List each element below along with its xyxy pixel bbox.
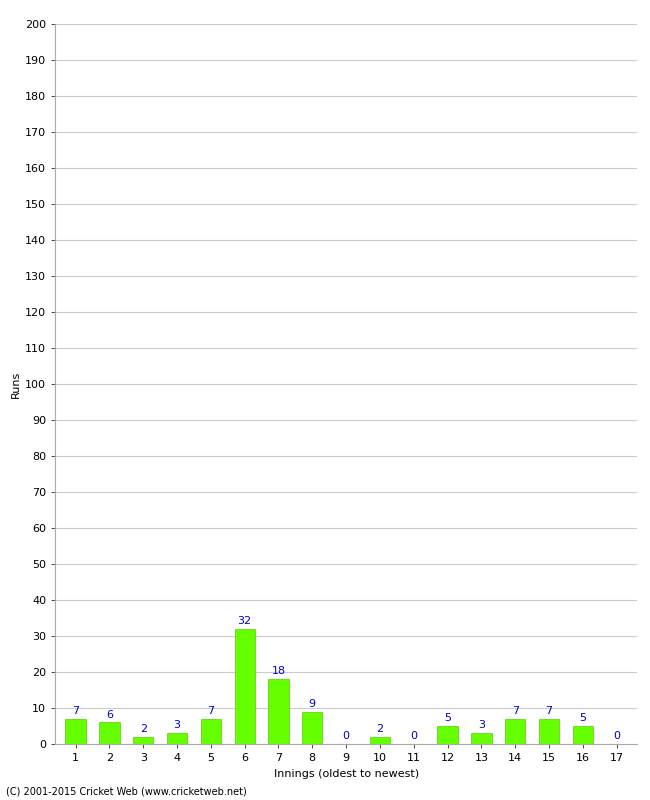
Text: 7: 7 — [72, 706, 79, 716]
Bar — [66, 718, 86, 744]
Text: 6: 6 — [106, 710, 113, 719]
X-axis label: Innings (oldest to newest): Innings (oldest to newest) — [274, 769, 419, 778]
Text: 2: 2 — [140, 724, 147, 734]
Bar — [99, 722, 120, 744]
Text: 0: 0 — [613, 731, 620, 741]
Bar — [201, 718, 221, 744]
Bar — [539, 718, 559, 744]
Text: 0: 0 — [410, 731, 417, 741]
Text: 7: 7 — [545, 706, 552, 716]
Bar — [235, 629, 255, 744]
Text: 3: 3 — [478, 720, 485, 730]
Bar — [268, 679, 289, 744]
Bar — [505, 718, 525, 744]
Text: (C) 2001-2015 Cricket Web (www.cricketweb.net): (C) 2001-2015 Cricket Web (www.cricketwe… — [6, 786, 247, 796]
Y-axis label: Runs: Runs — [11, 370, 21, 398]
Bar — [437, 726, 458, 744]
Bar — [167, 733, 187, 744]
Text: 7: 7 — [207, 706, 214, 716]
Bar — [133, 737, 153, 744]
Text: 2: 2 — [376, 724, 384, 734]
Text: 5: 5 — [579, 713, 586, 723]
Text: 9: 9 — [309, 698, 316, 709]
Text: 7: 7 — [512, 706, 519, 716]
Bar — [573, 726, 593, 744]
Bar — [471, 733, 491, 744]
Bar — [370, 737, 390, 744]
Text: 32: 32 — [238, 616, 252, 626]
Text: 0: 0 — [343, 731, 350, 741]
Text: 5: 5 — [444, 713, 451, 723]
Text: 18: 18 — [272, 666, 285, 676]
Text: 3: 3 — [174, 720, 181, 730]
Bar — [302, 712, 322, 744]
